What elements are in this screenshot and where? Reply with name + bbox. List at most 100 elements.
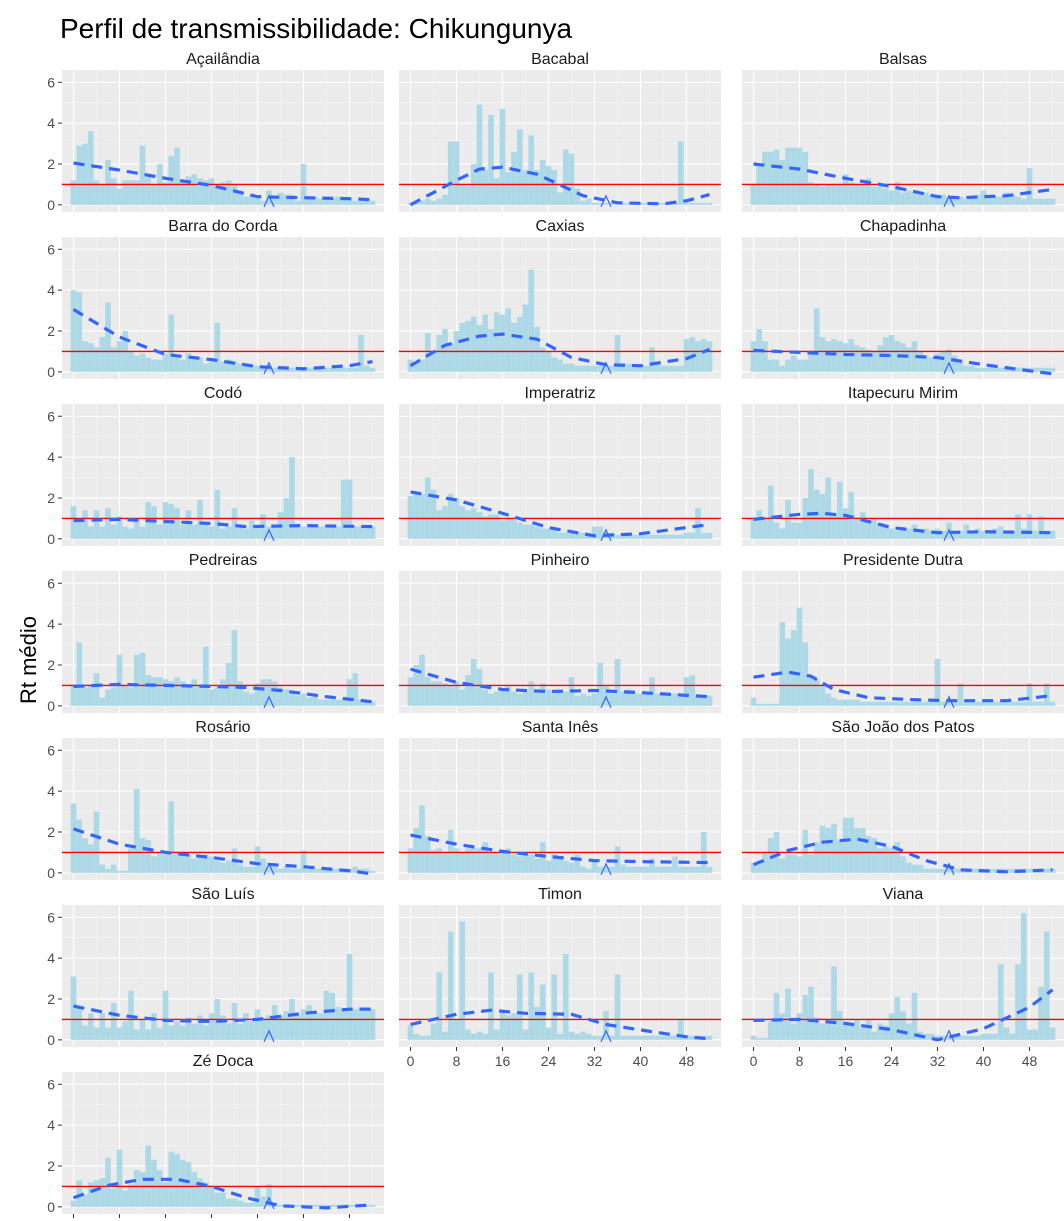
y-tick-label: 6 [47,74,55,90]
bar [346,954,353,1040]
week-marker [263,1196,275,1210]
bar [551,854,558,873]
bar [99,1178,106,1207]
bar [516,693,523,706]
bar [116,654,123,706]
bar [934,353,941,372]
bar [756,510,763,539]
bar [139,652,146,706]
y-tick-label: 0 [47,531,55,547]
bar [934,1035,941,1040]
bar [260,365,267,372]
y-tick-label: 4 [47,115,55,131]
bar [156,359,163,372]
bar [346,198,353,205]
trend-line [753,988,1054,1042]
y-tick-label: 2 [47,657,55,673]
bar [214,687,221,706]
bar [447,685,454,706]
bar [785,854,791,873]
facet-title: Codó [204,385,242,402]
bar [980,367,987,372]
bar [706,866,713,873]
bar [459,184,466,205]
bar [762,341,768,372]
bar [453,848,460,873]
bar [76,518,83,539]
bar [447,343,454,372]
bar [231,1198,238,1207]
facet-title: Imperatriz [524,385,595,402]
bar [545,1027,552,1040]
bar [82,143,88,205]
bar [539,528,546,539]
bar [352,526,359,539]
bar [946,1035,952,1040]
bar [128,687,134,706]
bar [790,522,797,539]
bar [511,322,517,372]
bar [248,693,255,706]
bar [499,852,506,873]
bar [312,367,318,372]
bar [545,860,552,873]
facet-panel: Viana 0 8 16 24 32 40 48 [742,881,1064,1069]
bar [608,365,615,372]
bar [93,347,100,372]
bar [865,349,872,372]
bar [413,827,420,873]
bar [557,192,563,205]
bar [905,1023,912,1040]
bar [197,357,203,372]
bar [848,699,855,706]
bar [145,176,152,205]
bar [585,534,592,539]
bar [237,1200,244,1207]
bar [220,361,226,372]
bar [773,992,780,1040]
bar [312,868,318,873]
bar [363,1007,370,1040]
x-tick-label: 32 [587,1053,603,1069]
bar [522,170,529,205]
bar [335,367,341,372]
bar [306,1005,313,1040]
bar [300,1009,307,1040]
bar [335,868,341,873]
bar [174,355,180,372]
bar [591,365,598,372]
trend-line [73,517,373,529]
bar [997,964,1004,1040]
bar [105,1157,111,1207]
bar [597,866,604,873]
bar [911,192,918,205]
bar [202,363,209,372]
bar [911,992,918,1040]
bar [185,176,192,205]
bar [442,1031,448,1040]
bar [499,689,506,706]
bar [574,532,581,539]
bar [436,972,443,1040]
bar [248,1202,255,1207]
bar [352,673,359,706]
bar [888,701,895,706]
bar [672,365,678,372]
bar [363,701,370,706]
bar [614,534,621,539]
bar [266,679,272,706]
week-marker [600,862,612,876]
bar [1003,1027,1010,1040]
bar [963,198,970,205]
bar [369,701,376,706]
bar [631,693,638,706]
bar [122,180,129,205]
bar [243,1013,249,1040]
bar [499,520,506,539]
bar [260,200,267,205]
bar [214,186,221,205]
bar [660,866,667,873]
bar [539,347,546,372]
bar [453,1019,460,1040]
bar [894,530,901,539]
